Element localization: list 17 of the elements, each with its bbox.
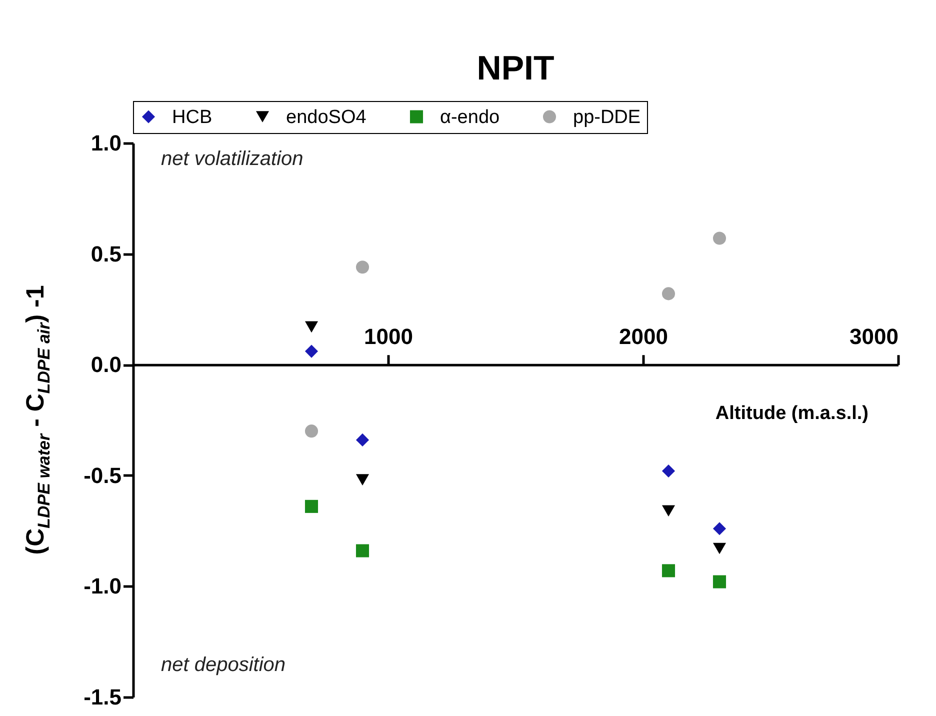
x-axis-title: Altitude (m.a.s.l.) [715,403,868,424]
y-tick-label: 0.5 [90,241,122,266]
chart-title: NPIT [476,50,554,88]
legend-label: HCB [172,106,212,128]
y-tick-label: 1.0 [90,130,122,156]
legend-label: endoSO4 [286,106,367,128]
legend-label: α-endo [440,106,500,128]
annotation: net volatilization [161,148,304,170]
y-tick-label: -1.5 [84,684,122,710]
x-tick-label: 3000 [850,324,898,350]
y-tick-label: -0.5 [84,462,122,488]
y-tick-label: -1.0 [84,574,122,599]
x-tick-label: 2000 [619,324,668,350]
x-tick-label: 1000 [364,324,413,350]
y-tick-label: 0.0 [90,352,122,378]
legend-label: pp-DDE [573,106,641,128]
annotation: net deposition [161,654,286,676]
